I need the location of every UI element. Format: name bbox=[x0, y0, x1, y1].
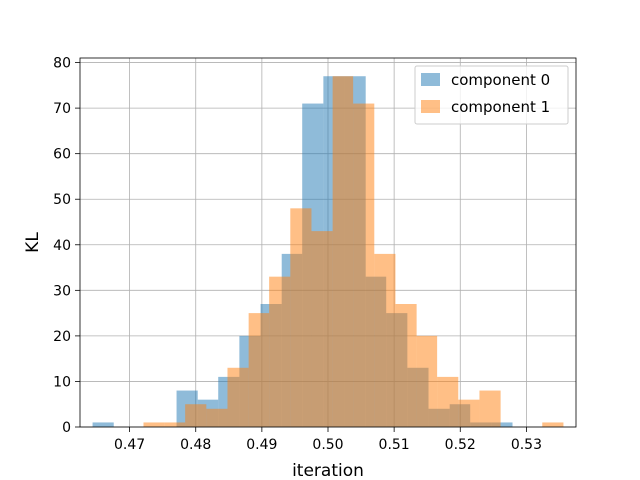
y-tick-label-0: 0 bbox=[62, 420, 71, 436]
y-tick-label-6: 60 bbox=[53, 147, 71, 163]
bar-series-0-bin-19 bbox=[491, 422, 513, 427]
y-tick-label-3: 30 bbox=[53, 283, 71, 299]
bar-series-1-bin-5 bbox=[248, 313, 270, 427]
x-tick-label-0: 0.47 bbox=[114, 437, 145, 453]
x-tick-label-4: 0.51 bbox=[379, 437, 410, 453]
legend-swatch-component-0 bbox=[421, 73, 440, 86]
bar-series-1-bin-3 bbox=[206, 408, 228, 427]
y-tick-label-1: 10 bbox=[53, 374, 71, 390]
bar-series-0-bin-0 bbox=[92, 422, 114, 427]
bar-series-1-bin-14 bbox=[437, 376, 459, 427]
series-1-bars bbox=[143, 76, 564, 428]
x-tick-label-5: 0.52 bbox=[445, 437, 476, 453]
bar-series-1-bin-11 bbox=[374, 253, 396, 427]
bar-series-1-bin-9 bbox=[332, 76, 354, 427]
legend-box bbox=[414, 65, 569, 125]
bar-series-1-bin-12 bbox=[395, 304, 417, 427]
bar-series-1-bin-4 bbox=[227, 367, 249, 427]
y-tick-label-7: 70 bbox=[53, 101, 71, 117]
histogram-bars bbox=[92, 76, 564, 428]
bar-series-1-bin-19 bbox=[542, 422, 564, 427]
legend-label-component-1: component 1 bbox=[451, 98, 550, 116]
y-tick-label-4: 40 bbox=[53, 238, 71, 254]
x-tick-label-2: 0.49 bbox=[246, 437, 277, 453]
y-axis-ticks: 0 10 20 30 40 50 60 70 80 bbox=[53, 56, 80, 436]
legend-swatch-component-1 bbox=[421, 100, 440, 113]
x-tick-label-1: 0.48 bbox=[180, 437, 211, 453]
y-tick-label-5: 50 bbox=[53, 192, 71, 208]
bar-series-1-bin-15 bbox=[458, 399, 480, 427]
bar-series-1-bin-2 bbox=[185, 404, 207, 427]
x-axis-ticks: 0.47 0.48 0.49 0.50 0.51 0.52 0.53 bbox=[114, 427, 542, 453]
bar-series-1-bin-10 bbox=[353, 103, 375, 428]
x-axis-label: iteration bbox=[292, 461, 364, 480]
bar-series-1-bin-7 bbox=[290, 208, 312, 427]
y-axis-label: KL bbox=[23, 232, 43, 253]
x-tick-label-3: 0.50 bbox=[312, 437, 343, 453]
legend: component 0 component 1 bbox=[414, 65, 569, 125]
bar-series-1-bin-16 bbox=[479, 390, 501, 427]
bar-series-1-bin-1 bbox=[164, 422, 186, 427]
bar-series-1-bin-6 bbox=[269, 276, 291, 427]
bar-series-1-bin-0 bbox=[143, 422, 165, 427]
y-tick-label-2: 20 bbox=[53, 329, 71, 345]
bar-series-1-bin-13 bbox=[416, 335, 438, 427]
y-tick-label-8: 80 bbox=[53, 56, 71, 72]
legend-label-component-0: component 0 bbox=[451, 71, 550, 89]
x-tick-label-6: 0.53 bbox=[511, 437, 542, 453]
bar-series-1-bin-8 bbox=[311, 231, 333, 427]
